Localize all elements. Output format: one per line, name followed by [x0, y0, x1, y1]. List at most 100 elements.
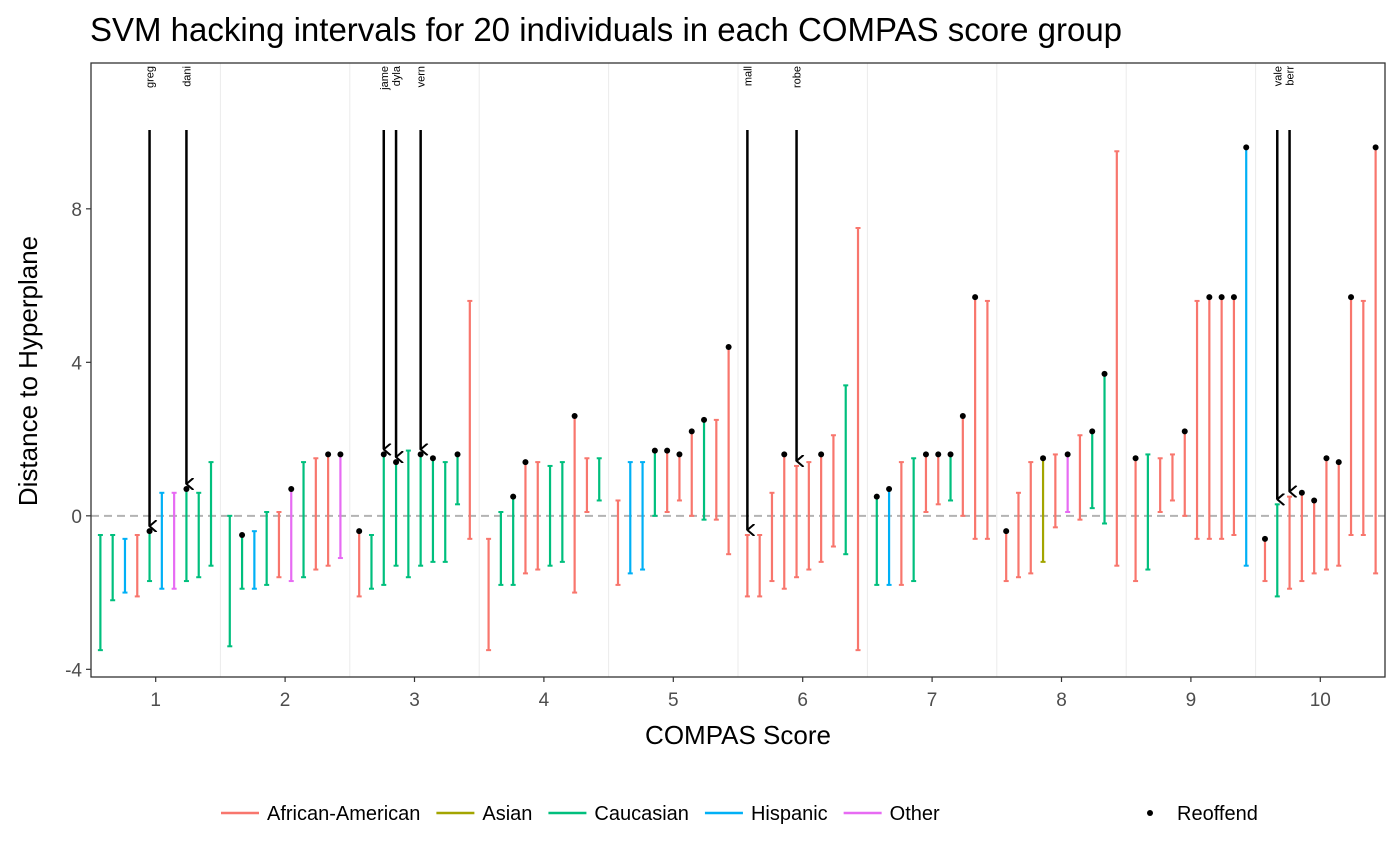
error-bar [596, 457, 602, 502]
plot-panel: greg dani jame dyla vern mall robe vale berr -4 0 4… [65, 62, 1386, 711]
reoffend-point [701, 416, 708, 423]
annotation-label: jame [379, 66, 391, 91]
reoffend-point [1089, 428, 1096, 435]
annotation-label: greg [145, 66, 157, 88]
error-bar [873, 493, 880, 586]
error-bar [325, 451, 332, 567]
x-tick-label: 5 [668, 690, 679, 711]
error-bar [1335, 459, 1342, 567]
reoffend-point [522, 459, 529, 466]
reoffend-point [393, 459, 400, 466]
error-bar [984, 299, 990, 540]
reoffend-point [1230, 294, 1237, 301]
error-bar [1003, 528, 1010, 583]
x-tick-label: 1 [150, 690, 161, 711]
reoffend-point [651, 447, 658, 454]
reoffend-point [1348, 294, 1355, 301]
reoffend-point [1243, 144, 1250, 151]
error-bar [911, 457, 917, 583]
error-bar [627, 461, 633, 575]
error-bar [806, 461, 812, 571]
error-bar [1089, 428, 1096, 510]
error-bar [855, 227, 861, 652]
error-bar [1206, 294, 1213, 540]
error-bar [664, 447, 671, 513]
annotation-label: dani [181, 66, 193, 87]
legend-label: Caucasian [594, 803, 689, 825]
reoffend-point [571, 413, 578, 420]
error-bar: greg [145, 66, 157, 583]
reoffend-point [1132, 455, 1139, 462]
error-bar [843, 384, 849, 556]
error-bar [251, 530, 257, 590]
reoffend-point [959, 413, 966, 420]
error-bar [276, 510, 282, 579]
reoffend-point [1335, 459, 1342, 466]
error-bar [1323, 455, 1330, 571]
error-bar [1052, 453, 1058, 529]
error-bar [1077, 434, 1083, 521]
reoffend-point [325, 451, 332, 458]
x-tick-label: 10 [1310, 690, 1331, 711]
error-bar [467, 299, 473, 540]
error-bar [196, 491, 202, 579]
error-bar [110, 534, 116, 602]
error-bar [1015, 491, 1021, 579]
error-bar [97, 534, 103, 652]
legend-label: Other [890, 803, 940, 825]
error-bar [1243, 144, 1250, 567]
error-bar [1101, 370, 1108, 525]
x-tick-label: 2 [280, 690, 291, 711]
error-bar [781, 451, 788, 590]
reoffend-point [380, 451, 387, 458]
reoffend-point [1206, 294, 1213, 301]
reoffend-point [922, 451, 929, 458]
reoffend-point [288, 485, 295, 492]
error-bar [959, 413, 966, 517]
error-bar [1064, 451, 1071, 513]
legend-item: Reoffend [1147, 803, 1258, 825]
error-bar [818, 451, 825, 563]
error-bar [498, 510, 504, 586]
error-bar: mall [742, 66, 754, 598]
legend-label: Hispanic [751, 803, 828, 825]
error-bar [1261, 535, 1268, 583]
error-bar [1181, 428, 1188, 517]
reoffend-point [417, 451, 424, 458]
legend-point-swatch [1147, 810, 1153, 816]
reoffend-point [1298, 489, 1305, 496]
error-bar [159, 491, 165, 590]
y-tick-label: 4 [71, 353, 82, 374]
error-bar [1194, 299, 1200, 540]
x-axis-title: COMPAS Score [645, 720, 831, 750]
reoffend-point [1181, 428, 1188, 435]
error-bar [1230, 294, 1237, 537]
error-bar [356, 528, 363, 598]
x-tick-label: 4 [539, 690, 550, 711]
reoffend-point [664, 447, 671, 454]
error-bar [688, 428, 695, 517]
error-bar [510, 493, 517, 586]
annotation-label: robe [792, 66, 804, 88]
error-bar [1114, 150, 1120, 567]
reoffend-point [337, 451, 344, 458]
error-bar [725, 343, 732, 556]
error-bar [1348, 294, 1355, 537]
error-bar [227, 514, 233, 648]
reoffend-point [356, 528, 363, 535]
chart-title: SVM hacking intervals for 20 individuals… [90, 11, 1122, 48]
annotation-label: mall [742, 66, 754, 86]
error-bar [1157, 457, 1163, 513]
error-bar [486, 537, 492, 652]
error-bar [559, 461, 565, 563]
error-bar [1145, 453, 1151, 571]
error-bar [368, 534, 374, 590]
reoffend-point [688, 428, 695, 435]
y-tick-label: 8 [71, 200, 82, 221]
error-bar [239, 532, 246, 590]
error-bar [1169, 453, 1175, 502]
error-bar [337, 451, 344, 560]
error-bar [713, 418, 719, 521]
reoffend-point [1101, 370, 1108, 377]
